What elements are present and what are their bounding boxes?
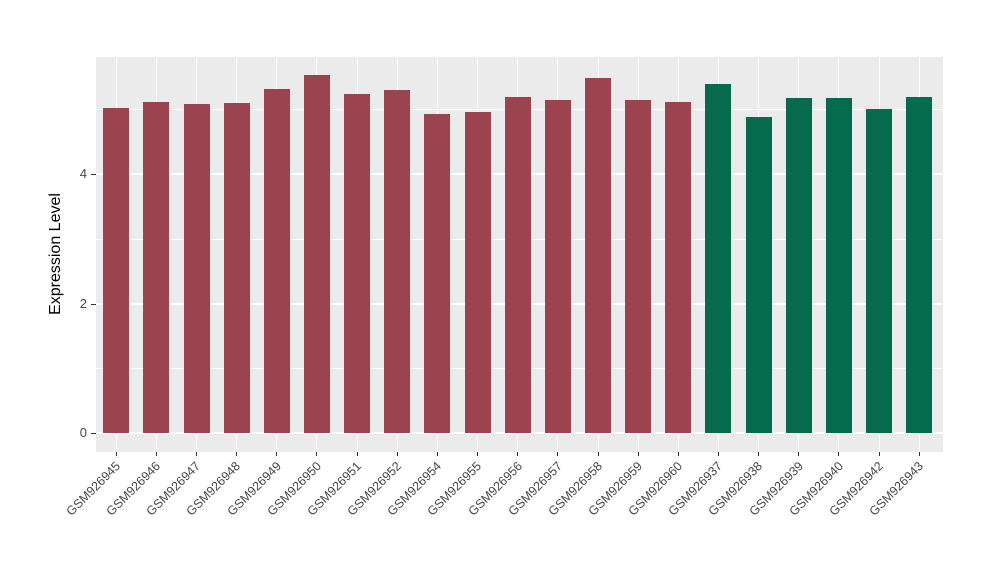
bar-GSM926938 bbox=[745, 117, 772, 433]
bar-GSM926949 bbox=[263, 89, 290, 433]
bar-GSM926948 bbox=[223, 102, 250, 433]
x-tick-mark bbox=[637, 452, 639, 456]
x-tick-mark bbox=[798, 452, 800, 456]
bar-GSM926950 bbox=[303, 74, 330, 433]
bar-GSM926958 bbox=[585, 77, 611, 433]
x-tick-mark bbox=[878, 452, 880, 456]
major-gridline-y0 bbox=[96, 432, 943, 434]
bar-GSM926942 bbox=[866, 108, 893, 433]
x-tick-mark bbox=[276, 452, 278, 456]
x-tick-mark bbox=[396, 452, 398, 456]
bar-GSM926947 bbox=[183, 104, 210, 433]
bar-GSM926952 bbox=[384, 89, 411, 433]
x-tick-mark bbox=[155, 452, 157, 456]
bar-GSM926954 bbox=[424, 114, 451, 433]
bar-GSM926939 bbox=[785, 97, 812, 433]
bar-GSM926960 bbox=[665, 102, 692, 433]
bar-GSM926957 bbox=[544, 100, 571, 433]
x-tick-mark bbox=[477, 452, 479, 456]
x-tick-mark bbox=[597, 452, 599, 456]
bar-GSM926946 bbox=[143, 102, 170, 433]
x-tick-mark bbox=[316, 452, 318, 456]
x-tick-mark bbox=[356, 452, 358, 456]
bar-GSM926959 bbox=[625, 100, 652, 433]
bar-GSM926955 bbox=[464, 111, 491, 433]
x-tick-mark bbox=[717, 452, 719, 456]
x-tick-mark bbox=[838, 452, 840, 456]
x-tick-mark bbox=[115, 452, 117, 456]
x-tick-mark bbox=[918, 452, 920, 456]
bar-GSM926956 bbox=[504, 96, 531, 433]
bar-GSM926951 bbox=[344, 94, 371, 433]
bar-GSM926940 bbox=[825, 97, 852, 433]
x-tick-mark bbox=[236, 452, 238, 456]
y-tick-mark bbox=[91, 433, 96, 434]
bar-GSM926943 bbox=[906, 96, 933, 433]
x-tick-mark bbox=[517, 452, 519, 456]
y-tick-label-0: 0 bbox=[79, 425, 87, 440]
plot-panel bbox=[96, 57, 943, 452]
x-tick-mark bbox=[436, 452, 438, 456]
x-tick-mark bbox=[196, 452, 197, 456]
x-tick-mark bbox=[557, 452, 559, 456]
y-tick-label-2: 2 bbox=[79, 295, 87, 311]
y-tick-label-4: 4 bbox=[79, 166, 87, 181]
y-tick-mark bbox=[91, 174, 96, 175]
x-tick-mark bbox=[677, 452, 679, 456]
bar-GSM926937 bbox=[705, 83, 732, 433]
y-tick-mark bbox=[91, 303, 96, 305]
bar-GSM926945 bbox=[103, 107, 130, 433]
x-tick-mark bbox=[758, 452, 760, 456]
